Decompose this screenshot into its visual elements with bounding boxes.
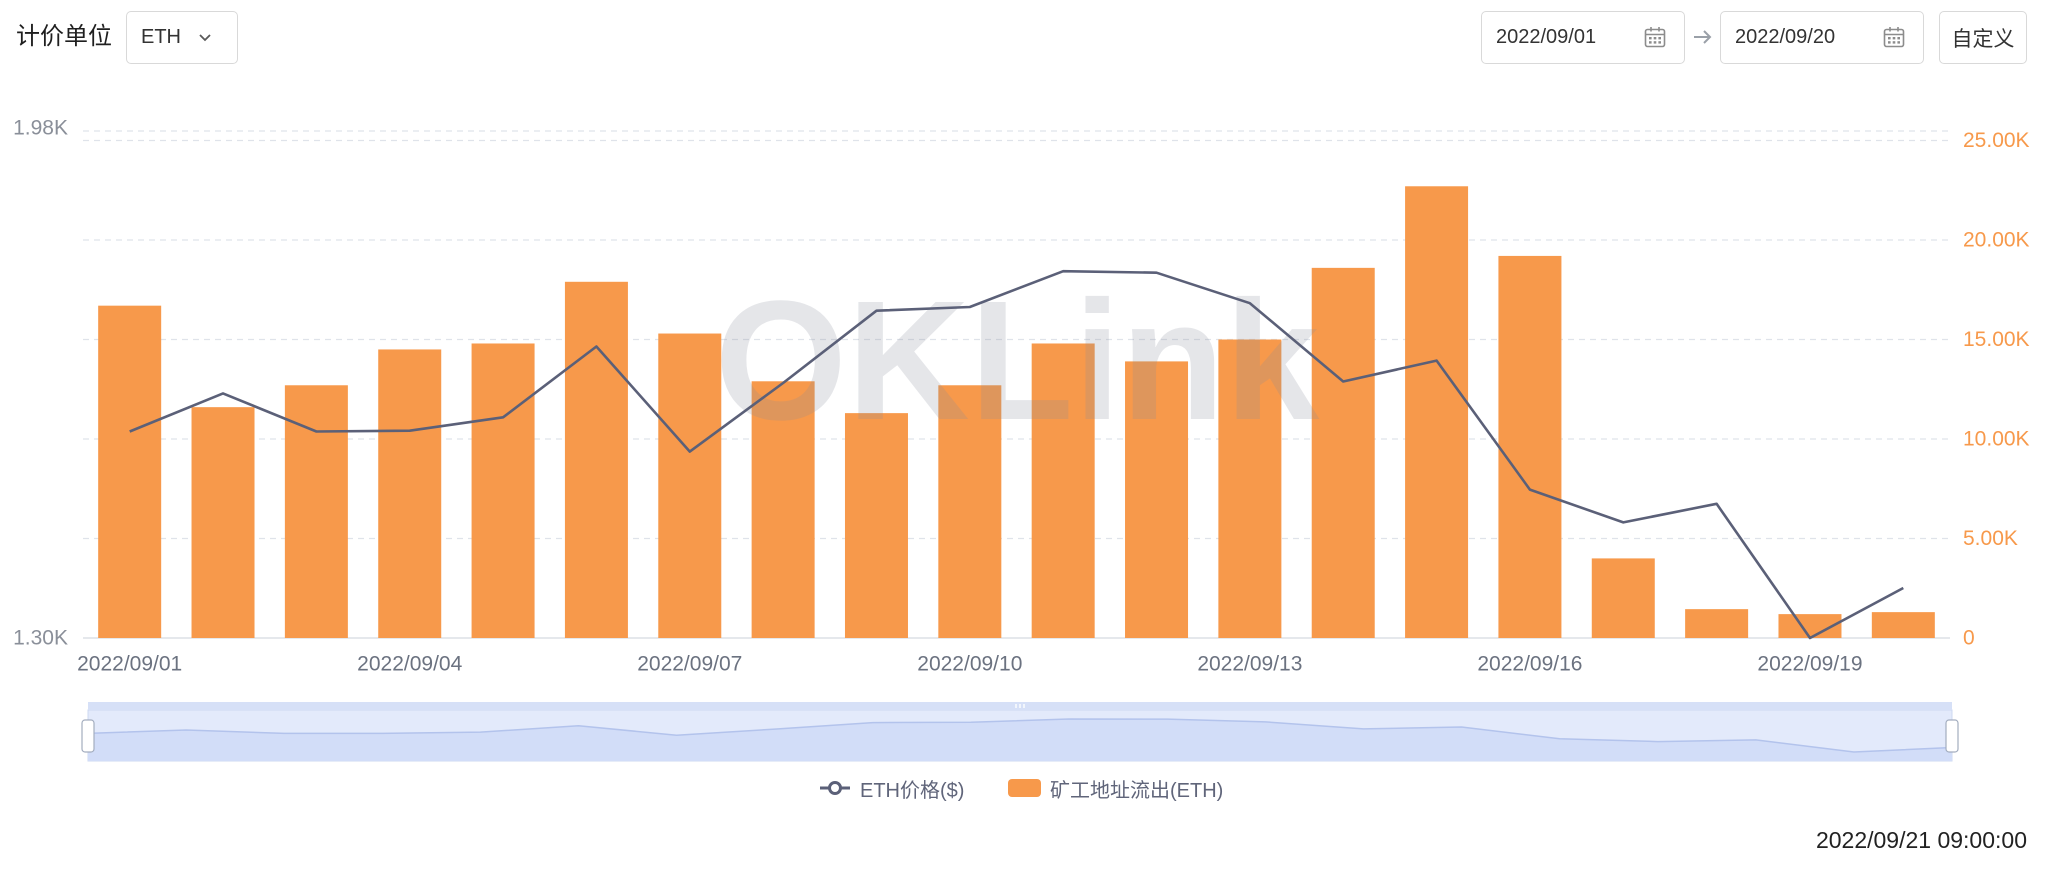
bar-2022-09-10: [938, 385, 1002, 638]
data-zoom-end-handle[interactable]: [1945, 719, 1959, 753]
y-left-tick-label: 1.98K: [13, 117, 68, 140]
eth-price-series: [126, 267, 1907, 642]
watermark-logo: OKLink: [715, 266, 1320, 456]
eth-price-point-2022-09-02: [219, 389, 227, 397]
bar-2022-09-09: [844, 413, 908, 638]
eth-price-point-2022-09-01: [126, 427, 134, 435]
miner-outflow-bars: [98, 186, 1935, 639]
bar-2022-09-07: [658, 333, 722, 638]
eth-price-point-2022-09-11: [1059, 267, 1067, 275]
arrow-right-icon: [1692, 26, 1714, 48]
x-tick-label: 2022/09/04: [357, 653, 462, 676]
bar-2022-09-01: [98, 305, 162, 638]
bar-2022-09-12: [1125, 361, 1189, 638]
eth-price-point-2022-09-14: [1339, 378, 1347, 386]
eth-price-point-2022-09-13: [1246, 299, 1254, 307]
x-tick-label: 2022/09/13: [1197, 653, 1302, 676]
bar-2022-09-20: [1871, 612, 1935, 638]
start-date-value: 2022/09/01: [1496, 26, 1597, 48]
eth-price-point-2022-09-04: [406, 427, 414, 435]
bar-2022-09-11: [1031, 343, 1095, 638]
eth-price-point-2022-09-18: [1713, 500, 1721, 508]
legend-label: 矿工地址流出(ETH): [1050, 779, 1224, 802]
bar-2022-09-18: [1685, 609, 1749, 638]
eth-price-point-2022-09-17: [1619, 518, 1627, 526]
legend-item-miner-outflow[interactable]: 矿工地址流出(ETH): [1008, 776, 1224, 802]
y-right-tick-label: 15.00K: [1963, 328, 2030, 351]
updated-timestamp: 2022/09/21 09:00:00: [1815, 827, 2027, 853]
eth-price-point-2022-09-09: [872, 307, 880, 315]
eth-price-point-2022-09-16: [1526, 486, 1534, 494]
data-zoom-start-handle[interactable]: [81, 719, 95, 753]
line-series-icon: [820, 781, 850, 795]
eth-price-point-2022-09-07: [686, 448, 694, 456]
start-date-input[interactable]: 2022/09/01: [1481, 11, 1685, 64]
end-date-value: 2022/09/20: [1735, 26, 1836, 48]
y-right-tick-label: 0: [1963, 627, 1975, 650]
bar-2022-09-04: [378, 349, 442, 638]
bar-2022-09-17: [1591, 558, 1655, 638]
eth-price-line: [129, 269, 1904, 640]
y-right-tick-label: 5.00K: [1963, 527, 2018, 550]
legend-item-eth-price[interactable]: ETH价格($): [819, 776, 965, 802]
eth-price-point-2022-09-12: [1153, 269, 1161, 277]
bar-2022-09-13: [1218, 339, 1282, 638]
bar-2022-09-08: [751, 381, 815, 638]
chevron-down-icon[interactable]: [197, 29, 213, 45]
eth-price-point-2022-09-20: [1899, 584, 1907, 592]
legend-label: ETH价格($): [860, 779, 965, 802]
data-zoom-preview-area: [88, 719, 1952, 761]
bar-2022-09-05: [471, 343, 535, 638]
eth-price-point-2022-09-03: [312, 427, 320, 435]
y-left-tick-label: 1.30K: [13, 627, 68, 650]
y-right-tick-label: 25.00K: [1963, 129, 2030, 152]
x-tick-label: 2022/09/10: [917, 653, 1022, 676]
eth-price-point-2022-09-06: [592, 342, 600, 350]
x-tick-label: 2022/09/19: [1757, 653, 1862, 676]
eth-price-point-2022-09-19: [1806, 634, 1814, 642]
custom-range-button-label: 自定义: [1951, 27, 2015, 51]
eth-price-point-2022-09-08: [779, 379, 787, 387]
x-tick-label: 2022/09/01: [77, 653, 182, 676]
bar-2022-09-15: [1405, 186, 1469, 638]
bar-2022-09-06: [564, 281, 628, 638]
x-tick-label: 2022/09/16: [1477, 653, 1582, 676]
y-right-tick-label: 10.00K: [1963, 428, 2030, 451]
bar-2022-09-02: [191, 407, 255, 638]
unit-label: 计价单位: [16, 23, 112, 50]
custom-range-button[interactable]: 自定义: [1939, 11, 2027, 64]
unit-select[interactable]: ETH: [126, 11, 238, 64]
data-zoom-slider[interactable]: [81, 702, 1959, 762]
eth-price-point-2022-09-05: [499, 413, 507, 421]
grip-icon[interactable]: [1015, 704, 1025, 708]
bar-series-icon: [1008, 779, 1041, 797]
unit-select-value: ETH: [141, 26, 181, 48]
bar-2022-09-14: [1311, 267, 1375, 638]
data-zoom-preview-line: [87, 718, 1953, 753]
bar-2022-09-16: [1498, 255, 1562, 639]
y-right-tick-label: 20.00K: [1963, 229, 2030, 252]
axis-labels: 25.00K 20.00K 15.00K 10.00K 5.00K 0 1.98K 1.30K…: [13, 117, 2029, 676]
end-date-input[interactable]: 2022/09/20: [1720, 11, 1924, 64]
bar-2022-09-19: [1778, 614, 1842, 638]
eth-price-point-2022-09-15: [1433, 357, 1441, 365]
calendar-icon[interactable]: [1882, 25, 1906, 49]
eth-price-point-2022-09-10: [966, 303, 974, 311]
calendar-icon[interactable]: [1643, 25, 1667, 49]
bar-2022-09-03: [284, 385, 348, 638]
x-tick-label: 2022/09/07: [637, 653, 742, 676]
